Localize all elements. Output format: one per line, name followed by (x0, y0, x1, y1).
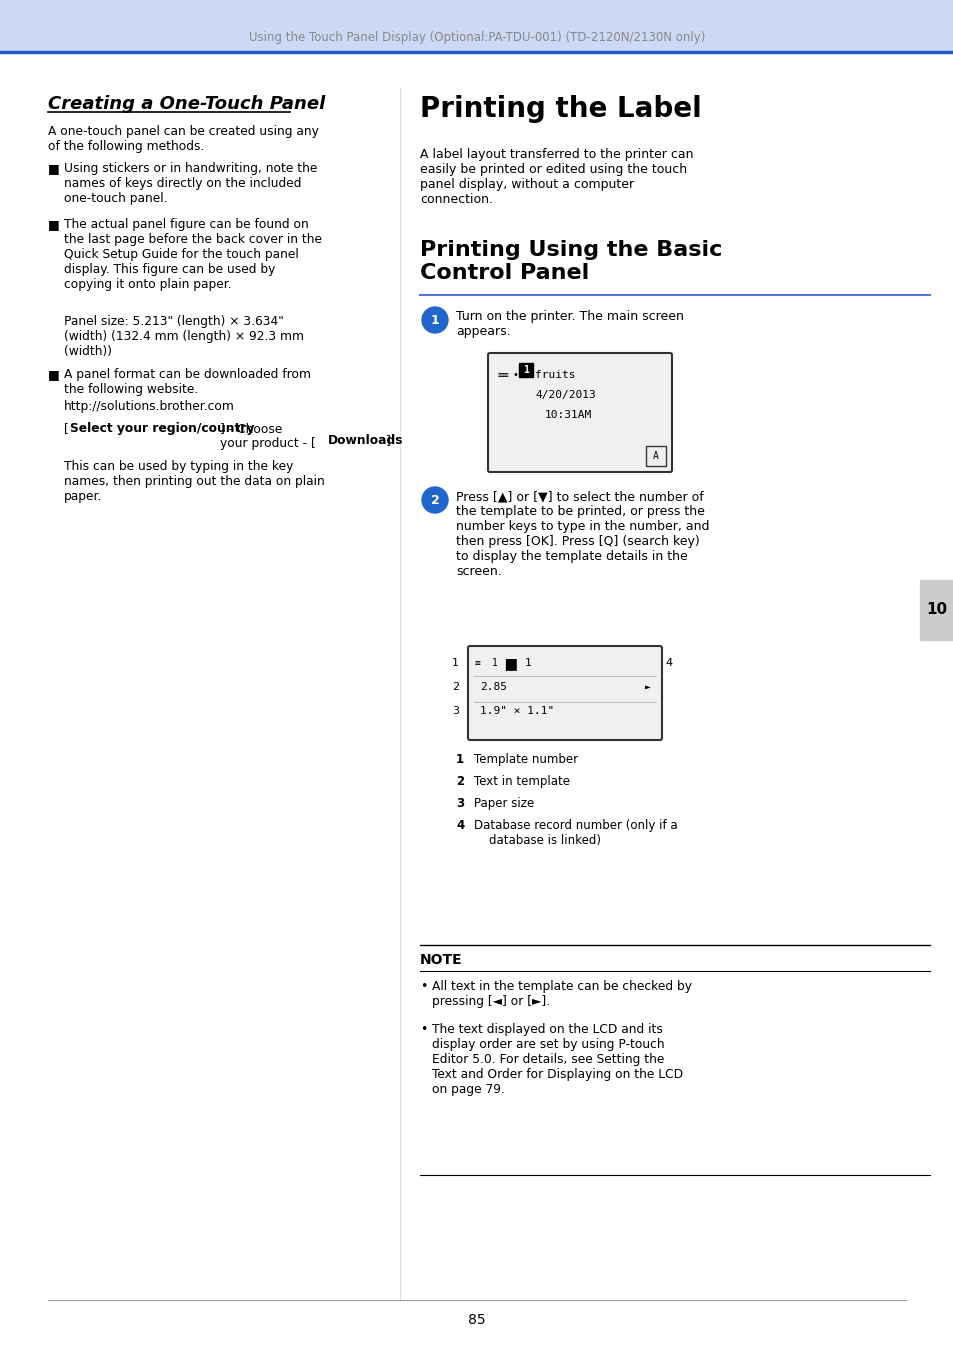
Text: 4: 4 (456, 819, 464, 832)
Bar (919, 580, 953, 640)
Text: 1: 1 (492, 657, 497, 668)
Text: ►: ► (644, 682, 650, 693)
Text: 3: 3 (452, 706, 458, 716)
Text: 2: 2 (430, 494, 439, 506)
Text: ■: ■ (48, 162, 60, 176)
Text: http://solutions.brother.com: http://solutions.brother.com (64, 400, 234, 413)
Text: ] - Choose
your product - [: ] - Choose your product - [ (220, 423, 315, 450)
Text: Template number: Template number (474, 753, 578, 765)
Text: 10: 10 (925, 602, 946, 617)
Text: A label layout transferred to the printer can
easily be printed or edited using : A label layout transferred to the printe… (419, 148, 693, 207)
Text: Text in template: Text in template (474, 775, 569, 788)
Text: ≡: ≡ (475, 657, 480, 668)
Text: A one-touch panel can be created using any
of the following methods.: A one-touch panel can be created using a… (48, 126, 318, 153)
Text: A: A (653, 451, 659, 460)
Text: 1: 1 (522, 364, 528, 375)
Text: This can be used by typing in the key
names, then printing out the data on plain: This can be used by typing in the key na… (64, 460, 324, 504)
Bar (0, 0, 953, 53)
Text: Downloads: Downloads (328, 433, 403, 447)
Text: ■: ■ (48, 369, 60, 381)
Text: Database record number (only if a
    database is linked): Database record number (only if a databa… (474, 819, 677, 846)
Text: 2: 2 (456, 775, 464, 788)
Text: •: • (419, 1023, 427, 1035)
Text: 4/20/2013: 4/20/2013 (535, 390, 595, 400)
Text: 1: 1 (524, 657, 531, 668)
Text: A panel format can be downloaded from
the following website.: A panel format can be downloaded from th… (64, 369, 311, 396)
Text: 4: 4 (664, 657, 672, 668)
Text: Select your region/country: Select your region/country (70, 423, 254, 435)
Circle shape (421, 487, 448, 513)
Text: ██: ██ (504, 657, 517, 670)
Text: 2: 2 (452, 682, 458, 693)
Text: The text displayed on the LCD and its
display order are set by using P-touch
Edi: The text displayed on the LCD and its di… (432, 1023, 682, 1096)
Text: Paper size: Paper size (474, 796, 534, 810)
Text: ]: ] (386, 433, 391, 447)
Text: Creating a One-Touch Panel: Creating a One-Touch Panel (48, 95, 325, 113)
Text: Panel size: 5.213" (length) × 3.634"
(width) (132.4 mm (length) × 92.3 mm
(width: Panel size: 5.213" (length) × 3.634" (wi… (64, 315, 304, 358)
Text: Press [▲] or [▼] to select the number of
the template to be printed, or press th: Press [▲] or [▼] to select the number of… (456, 490, 709, 578)
Text: NOTE: NOTE (419, 953, 462, 967)
Text: ■: ■ (48, 217, 60, 231)
Text: Turn on the printer. The main screen
appears.: Turn on the printer. The main screen app… (456, 310, 683, 338)
Text: Using the Touch Panel Display (Optional:PA-TDU-001) (TD-2120N/2130N only): Using the Touch Panel Display (Optional:… (249, 31, 704, 45)
FancyBboxPatch shape (488, 352, 671, 472)
Text: fruits: fruits (535, 370, 575, 379)
Text: 1: 1 (430, 313, 439, 327)
Text: [: [ (64, 423, 69, 435)
Text: •: • (512, 370, 517, 379)
Bar (518, 363, 533, 377)
Text: •: • (419, 980, 427, 994)
Text: Printing Using the Basic
Control Panel: Printing Using the Basic Control Panel (419, 240, 721, 284)
Text: All text in the template can be checked by
pressing [◄] or [►].: All text in the template can be checked … (432, 980, 691, 1008)
Text: 1: 1 (456, 753, 464, 765)
FancyBboxPatch shape (468, 647, 661, 740)
Text: The actual panel figure can be found on
the last page before the back cover in t: The actual panel figure can be found on … (64, 217, 322, 292)
Text: 2.85: 2.85 (479, 682, 506, 693)
Text: Printing the Label: Printing the Label (419, 95, 701, 123)
Text: Using stickers or in handwriting, note the
names of keys directly on the include: Using stickers or in handwriting, note t… (64, 162, 317, 205)
Circle shape (421, 306, 448, 333)
Text: 3: 3 (456, 796, 464, 810)
Text: ≡≡: ≡≡ (497, 370, 509, 379)
Text: 85: 85 (468, 1314, 485, 1327)
Text: 1: 1 (452, 657, 458, 668)
Text: 10:31AM: 10:31AM (544, 410, 592, 420)
Text: 1.9" × 1.1": 1.9" × 1.1" (479, 706, 554, 716)
Bar (645, 446, 665, 466)
